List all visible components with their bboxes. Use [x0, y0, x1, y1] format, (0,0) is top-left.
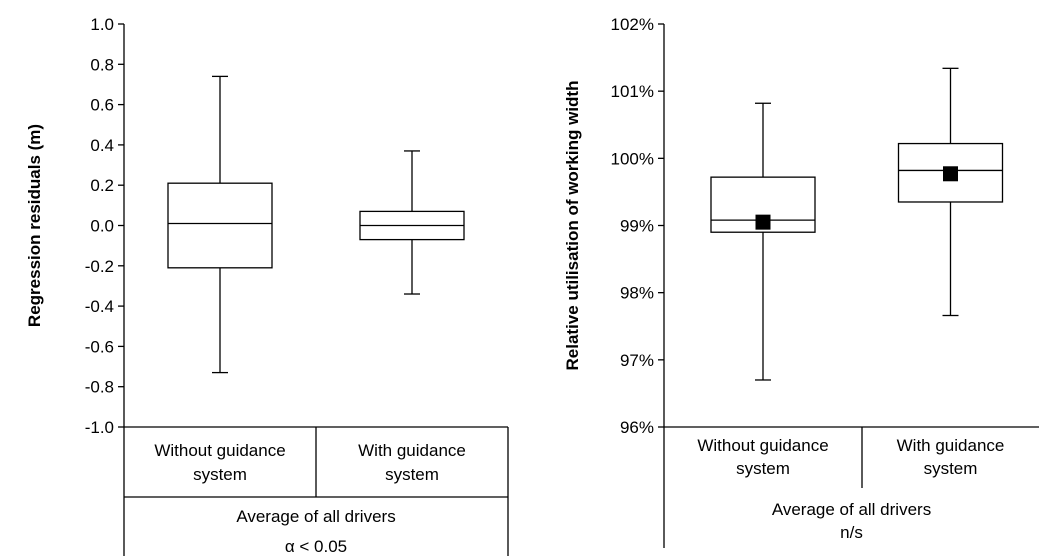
chart-1-significance-label: α < 0.05 — [285, 537, 347, 556]
chart-1-category-label: Without guidance — [154, 441, 285, 460]
chart-1-y-tick-label: 0.2 — [90, 176, 114, 195]
chart-1-y-tick-label: -1.0 — [85, 418, 114, 437]
chart-2-y-axis-label: Relative utilisation of working width — [563, 81, 582, 371]
chart-2-y-tick-label: 98% — [620, 284, 654, 303]
chart-1-y-axis-label: Regression residuals (m) — [25, 124, 44, 327]
chart-1-y-tick-label: 0.8 — [90, 55, 114, 74]
chart-2-significance-label: n/s — [840, 523, 863, 542]
chart-2-mean-marker — [755, 214, 771, 230]
chart-2-category-label: system — [736, 459, 790, 478]
chart-2-y-tick-label: 97% — [620, 351, 654, 370]
chart-2-y-tick-label: 99% — [620, 217, 654, 236]
chart-1-y-tick-label: -0.4 — [85, 297, 114, 316]
chart-1-box — [167, 182, 273, 269]
chart-1-y-tick-label: 0.6 — [90, 96, 114, 115]
chart-2-y-tick-label: 102% — [611, 15, 654, 34]
chart-2-group-label: Average of all drivers — [772, 500, 931, 519]
chart-1-y-tick-label: -0.8 — [85, 378, 114, 397]
chart-2-category-label: Without guidance — [697, 436, 828, 455]
chart-1-category-label: system — [385, 465, 439, 484]
chart-2-category-label: With guidance — [897, 436, 1005, 455]
chart-1-group-label: Average of all drivers — [236, 507, 395, 526]
chart-1-category-label: With guidance — [358, 441, 466, 460]
chart-1-y-tick-label: -0.2 — [85, 257, 114, 276]
chart-1-y-tick-label: 0.4 — [90, 136, 114, 155]
chart-2-y-tick-label: 100% — [611, 149, 654, 168]
chart-2-category-label: system — [924, 459, 978, 478]
chart-1-y-tick-label: 1.0 — [90, 15, 114, 34]
chart-2-y-tick-label: 101% — [611, 82, 654, 101]
chart-1-category-label: system — [193, 465, 247, 484]
chart-1-y-tick-label: 0.0 — [90, 217, 114, 236]
chart-1-y-tick-label: -0.6 — [85, 337, 114, 356]
chart-2-y-tick-label: 96% — [620, 418, 654, 437]
chart-2-mean-marker — [943, 166, 958, 182]
